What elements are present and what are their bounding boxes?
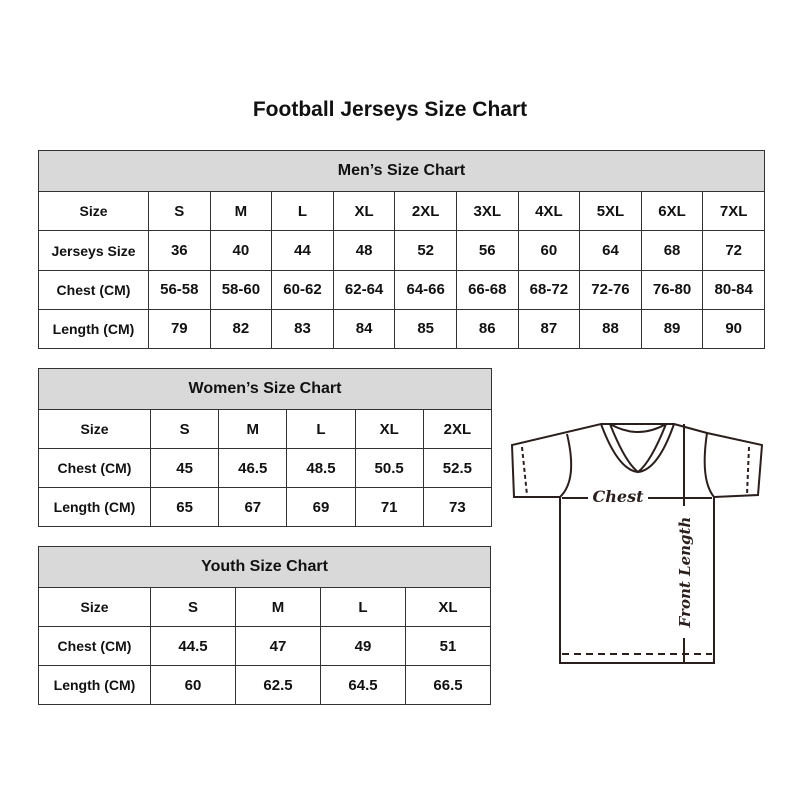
table-cell: 48.5 [286,448,356,489]
table-cell: 72 [702,230,765,271]
row-label: Size [38,409,151,450]
table-row: Chest (CM) 45 46.5 48.5 50.5 52.5 [38,448,493,489]
table-cell: 71 [354,487,424,527]
table-cell: 80-84 [702,269,765,310]
row-label: Jerseys Size [38,230,149,271]
table-cell: 68-72 [517,269,581,310]
table-row: Size S M L XL [38,587,491,628]
row-label: Size [38,587,151,628]
table-cell: 82 [209,308,273,350]
table-cell: 65 [149,487,220,527]
row-label: Chest (CM) [38,448,151,489]
youth-size-table: Youth Size Chart Size S M L XL Chest (CM) 44.5 4… [38,545,491,705]
table-cell: S [149,409,220,450]
mens-size-table: Men’s Size Chart Size S M L XL 2XL 3XL 4XL 5XL 6XL… [38,149,765,350]
front-length-label: Front Length [676,517,694,629]
table-cell: 90 [702,308,765,350]
table-cell: M [218,409,288,450]
table-cell: 44 [271,230,334,271]
page-title: Football Jerseys Size Chart [252,98,528,121]
table-cell: 60-62 [271,269,334,310]
table-cell: L [320,587,406,628]
row-label: Length (CM) [38,308,149,350]
table-cell: 72-76 [579,269,642,310]
table-cell: 50.5 [354,448,424,489]
table-cell: S [150,587,236,628]
table-cell: 86 [455,308,519,350]
table-cell: 62-64 [332,269,396,310]
table-cell: 48 [332,230,396,271]
table-cell: 68 [640,230,704,271]
chest-label: Chest [593,487,645,506]
table-cell: 3XL [455,191,519,232]
table-cell: 87 [517,308,581,350]
table-row: Length (CM) 65 67 69 71 73 [38,487,493,527]
table-cell: 51 [405,626,491,667]
table-cell: 47 [235,626,321,667]
shirt-outline-icon [510,422,764,664]
table-cell: 44.5 [150,626,236,667]
row-label: Chest (CM) [38,269,149,310]
table-cell: 52 [394,230,457,271]
table-row: Chest (CM) 44.5 47 49 51 [38,626,491,667]
table-cell: 85 [394,308,457,350]
jersey-measurement-diagram: Chest Front Length [510,422,764,664]
table-cell: 66.5 [405,665,491,705]
table-row: Length (CM) 79 82 83 84 85 86 87 88 89 90 [38,308,765,350]
mens-table-title: Men’s Size Chart [38,149,765,193]
table-row: Jerseys Size 36 40 44 48 52 56 60 64 68 72 [38,230,765,271]
table-row: Size S M L XL 2XL [38,409,493,450]
table-cell: 60 [517,230,581,271]
table-cell: L [271,191,334,232]
table-cell: XL [405,587,491,628]
table-cell: 73 [422,487,493,527]
womens-size-table: Women’s Size Chart Size S M L XL 2XL Chest (CM)… [38,367,493,527]
table-cell: M [235,587,321,628]
table-row: Size S M L XL 2XL 3XL 4XL 5XL 6XL 7XL [38,191,765,232]
table-cell: XL [354,409,424,450]
table-cell: 64-66 [394,269,457,310]
table-cell: 88 [579,308,642,350]
table-cell: S [148,191,211,232]
table-cell: 79 [148,308,211,350]
table-cell: 83 [271,308,334,350]
womens-table-title: Women’s Size Chart [38,367,492,411]
table-cell: 84 [332,308,396,350]
table-cell: 89 [640,308,704,350]
table-cell: L [286,409,356,450]
row-label: Chest (CM) [38,626,151,667]
table-cell: 6XL [640,191,704,232]
table-cell: 46.5 [218,448,288,489]
table-row: Chest (CM) 56-58 58-60 60-62 62-64 64-66 66-68… [38,269,765,310]
table-cell: 45 [149,448,220,489]
table-cell: 4XL [517,191,581,232]
table-cell: 69 [286,487,356,527]
table-cell: 49 [320,626,406,667]
table-cell: 2XL [422,409,493,450]
table-cell: 58-60 [209,269,273,310]
table-cell: 52.5 [422,448,493,489]
table-cell: 40 [209,230,273,271]
table-cell: 56-58 [148,269,211,310]
table-cell: 66-68 [455,269,519,310]
row-label: Length (CM) [38,665,151,705]
table-cell: 56 [455,230,519,271]
row-label: Length (CM) [38,487,151,527]
table-cell: 67 [218,487,288,527]
table-cell: 64.5 [320,665,406,705]
row-label: Size [38,191,149,232]
table-cell: 7XL [702,191,765,232]
youth-table-title: Youth Size Chart [38,545,491,589]
table-cell: 60 [150,665,236,705]
table-cell: 36 [148,230,211,271]
table-cell: 76-80 [640,269,704,310]
table-cell: 64 [579,230,642,271]
table-row: Length (CM) 60 62.5 64.5 66.5 [38,665,491,705]
table-cell: 5XL [579,191,642,232]
table-cell: 62.5 [235,665,321,705]
table-cell: 2XL [394,191,457,232]
table-cell: XL [332,191,396,232]
table-cell: M [209,191,273,232]
